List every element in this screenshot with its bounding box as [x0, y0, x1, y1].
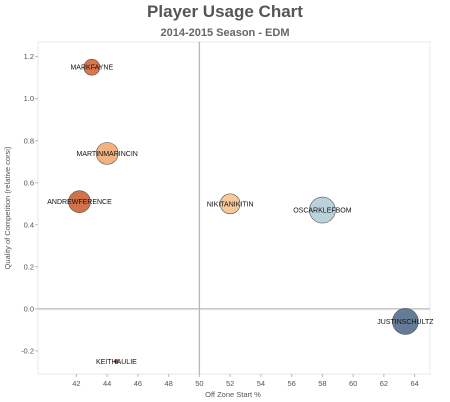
y-tick-label: 0.6: [24, 178, 34, 187]
y-tick-label: 0.2: [24, 262, 34, 271]
data-point: [309, 196, 336, 224]
x-axis-label: Off Zone Start %: [205, 390, 261, 399]
y-tick-label: -0.2: [21, 346, 34, 355]
x-axis-ticks: 42 44 46 48 50 52 54 56 58 60 62 64: [72, 374, 419, 388]
data-point: [83, 58, 101, 76]
data-point: [114, 359, 119, 364]
data-point: [95, 142, 119, 165]
y-tick-label: 1.2: [24, 52, 34, 61]
data-point: [392, 308, 419, 335]
x-tick-label: 62: [380, 379, 388, 388]
chart-subtitle: 2014-2015 Season - EDM: [160, 27, 290, 39]
y-tick-label: 1.0: [24, 94, 34, 103]
point-labels: MARKFAYNE MARTINMARINCIN ANDREWFERENCE NIKI…: [47, 65, 434, 366]
data-point-label: KEITHAULIE: [96, 359, 137, 366]
y-axis-label: Quality of Competition (relative corsi): [3, 146, 12, 269]
y-tick-label: 0.0: [24, 304, 34, 313]
x-tick-label: 46: [134, 379, 142, 388]
y-axis-ticks: -0.2 0.0 0.2 0.4 0.6 0.8 1.0 1.2: [21, 52, 38, 355]
data-point-label: NIKITANIKITIN: [207, 201, 254, 208]
data-point-label: MARKFAYNE: [70, 65, 113, 72]
data-point-label: ANDREWFERENCE: [47, 199, 112, 206]
data-point-label: OSCARKLEFBOM: [293, 208, 352, 215]
data-points: [68, 58, 419, 364]
x-tick-label: 44: [103, 379, 111, 388]
x-tick-label: 58: [318, 379, 326, 388]
reference-lines: [38, 42, 430, 374]
x-tick-label: 54: [257, 379, 265, 388]
x-tick-label: 56: [287, 379, 295, 388]
y-tick-label: 0.4: [24, 220, 34, 229]
data-point-label: JUSTINSCHULTZ: [377, 319, 434, 326]
data-point: [68, 190, 91, 213]
y-tick-label: 0.8: [24, 136, 34, 145]
x-tick-label: 48: [164, 379, 172, 388]
data-point-label: MARTINMARINCIN: [77, 151, 138, 158]
data-point: [219, 193, 241, 215]
x-tick-label: 42: [72, 379, 80, 388]
x-tick-label: 60: [349, 379, 357, 388]
x-tick-label: 52: [226, 379, 234, 388]
x-tick-label: 64: [410, 379, 418, 388]
plot-frame: [37, 41, 431, 375]
chart-title: Player Usage Chart: [147, 2, 303, 21]
x-tick-label: 50: [195, 379, 203, 388]
